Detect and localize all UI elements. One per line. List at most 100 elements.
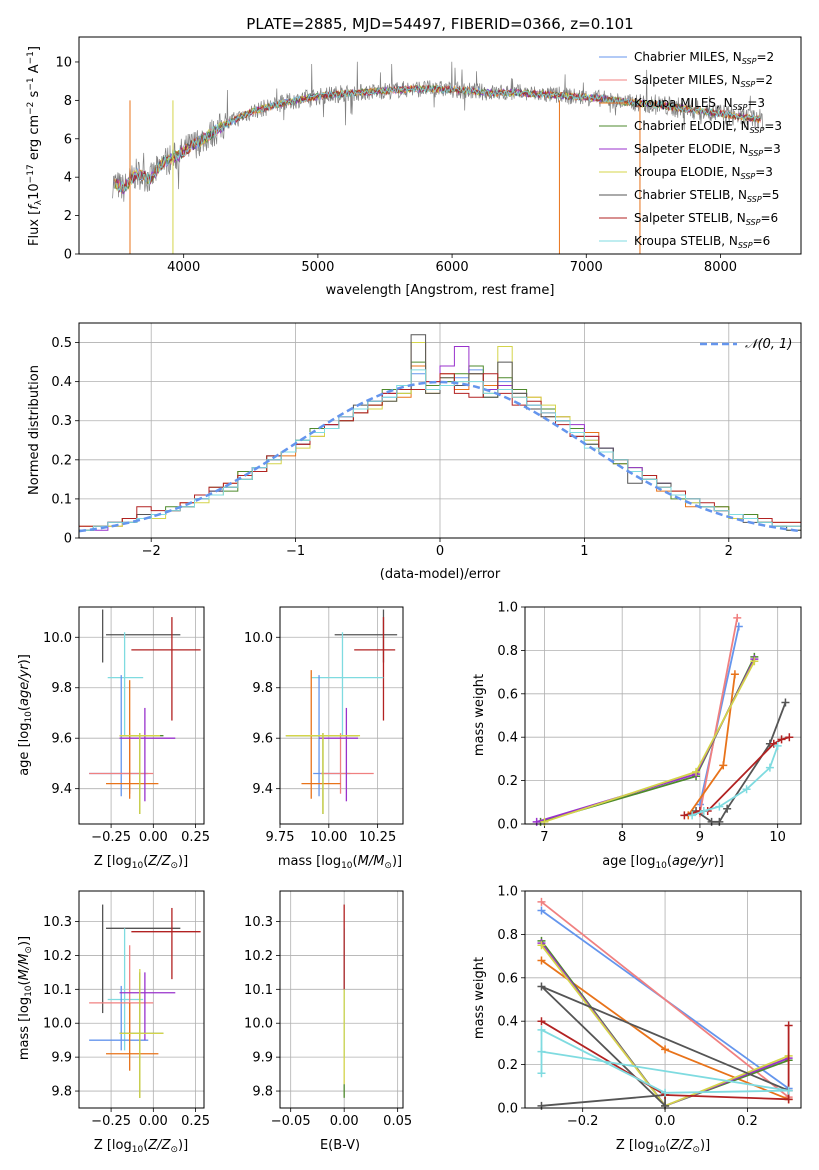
x-tick-label: −0.25	[91, 1114, 131, 1129]
weight-series-marker	[537, 956, 546, 965]
weight-series-line	[544, 660, 756, 823]
axes-frame	[524, 890, 802, 1109]
x-tick-label: 0.25	[181, 1114, 210, 1129]
x-tick-label: 7000	[570, 260, 603, 275]
y-tick-label: 0.0	[497, 1102, 518, 1117]
spectrum-panel: 4000 5000 6000 7000 8000 0 2 4 6 8 10	[55, 36, 802, 275]
x-tick-label: 0.05	[383, 1114, 412, 1129]
residuals-ylabel: Normed distribution	[27, 365, 42, 495]
x-tick-label: 9.75	[266, 830, 295, 845]
y-tick-label: 0.6	[497, 971, 518, 986]
y-tick-label: 9.8	[51, 681, 72, 696]
figure-title: PLATE=2885, MJD=54497, FIBERID=0366, z=0…	[246, 15, 633, 33]
axes-frame	[279, 890, 404, 1109]
weight-series-marker	[723, 804, 732, 813]
axes-frame	[78, 322, 802, 539]
y-tick-label: 9.4	[51, 782, 72, 797]
weight-series-marker	[781, 698, 790, 707]
spectrum-legend: Chabrier MILES, NSSP=2 Salpeter MILES, NS…	[599, 50, 782, 250]
legend-label: Chabrier ELODIE, NSSP=3	[634, 119, 782, 135]
age-vs-mass-xlabel: mass [log10(M/M⊙)]	[278, 854, 402, 871]
weight-series-marker	[715, 817, 724, 826]
weight-series-marker	[680, 811, 689, 820]
y-tick-label: 0.8	[497, 928, 518, 943]
weight-series-line	[541, 1020, 790, 1101]
x-tick-label: −0.05	[271, 1114, 311, 1129]
weight-series-marker	[785, 733, 794, 742]
weight-series-marker	[699, 806, 708, 815]
weight-series-marker	[537, 1047, 546, 1056]
y-tick-label: 10.0	[43, 1017, 72, 1032]
weight-series-marker	[750, 657, 759, 666]
legend-label: Salpeter STELIB, NSSP=6	[634, 211, 778, 227]
spectrum-xlabel: wavelength [Angstrom, rest frame]	[326, 283, 555, 298]
weight-series-marker	[537, 941, 546, 950]
x-tick-label: 8000	[704, 260, 737, 275]
legend-label: Kroupa STELIB, NSSP=6	[634, 234, 770, 250]
y-tick-label: 9.9	[51, 1051, 72, 1066]
weight-vs-age-panel: 7 8 9 10 0.0 0.2 0.4 0.6 0.8 1.0	[497, 601, 802, 845]
y-tick-label: 1.0	[497, 885, 518, 900]
legend-label: 𝒩(0, 1)	[745, 337, 792, 352]
y-tick-label: 0.6	[497, 687, 518, 702]
weight-series-marker	[688, 811, 697, 820]
mass-vs-z-xlabel: Z [log10(Z/Z⊙)]	[94, 1138, 188, 1155]
y-tick-label: 0.4	[51, 375, 72, 390]
x-tick-label: −1	[286, 544, 305, 559]
legend-label: Kroupa MILES, NSSP=3	[634, 96, 765, 112]
axes-frame	[279, 606, 404, 825]
weight-series-line	[540, 901, 790, 1098]
weight-vs-z-xlabel: Z [log10(Z/Z⊙)]	[616, 1138, 710, 1155]
weight-series-marker	[537, 1025, 546, 1034]
age-vs-z-xlabel: Z [log10(Z/Z⊙)]	[94, 854, 188, 871]
weight-series-marker	[784, 1021, 793, 1030]
legend-label: Salpeter ELODIE, NSSP=3	[634, 142, 781, 158]
weight-series-marker	[661, 1045, 670, 1054]
x-tick-label: −2	[142, 544, 161, 559]
axes-frame	[78, 606, 205, 825]
y-tick-label: 9.8	[252, 681, 273, 696]
x-tick-label: 0.00	[139, 1114, 168, 1129]
x-tick-label: 0.00	[330, 1114, 359, 1129]
y-tick-label: 10.2	[244, 949, 273, 964]
y-tick-label: 10.0	[43, 631, 72, 646]
y-tick-label: 0.5	[51, 336, 72, 351]
weight-series-marker	[784, 1095, 793, 1104]
x-tick-label: 4000	[167, 260, 200, 275]
y-tick-label: 0.4	[497, 1015, 518, 1030]
x-tick-label: 6000	[436, 260, 469, 275]
x-tick-label: −0.25	[91, 830, 131, 845]
weight-series-marker	[537, 1017, 546, 1026]
y-tick-label: 10.3	[244, 915, 273, 930]
y-tick-label: 0.8	[497, 644, 518, 659]
gaussian-curve	[78, 380, 802, 533]
y-tick-label: 9.9	[252, 1051, 273, 1066]
y-tick-label: 6	[64, 132, 72, 147]
weight-series-marker	[730, 670, 739, 679]
x-tick-label: 9	[696, 830, 704, 845]
residuals-panel: −2 −1 0 1 2 0 0.1 0.2 0.3 0.4 0.5 𝒩(0, 1)	[51, 322, 802, 559]
y-tick-label: 9.6	[51, 732, 72, 747]
y-tick-label: 0	[64, 532, 72, 547]
legend-label: Chabrier MILES, NSSP=2	[634, 50, 774, 66]
x-tick-label: 10	[769, 830, 786, 845]
age-vs-mass-panel: 9.75 10.00 10.25 9.4 9.6 9.8 10.0	[244, 606, 404, 845]
weight-series-marker	[733, 613, 742, 622]
weight-series-marker	[784, 1086, 793, 1095]
y-tick-label: 1.0	[497, 601, 518, 616]
weight-vs-z-ylabel: mass weight	[472, 957, 487, 1039]
mass-vs-ebv-xlabel: E(B-V)	[320, 1138, 360, 1153]
y-tick-label: 0.2	[497, 1058, 518, 1073]
legend-label: Chabrier STELIB, NSSP=5	[634, 188, 779, 204]
residuals-xlabel: (data-model)/error	[380, 567, 501, 582]
y-tick-label: 0.1	[51, 492, 72, 507]
weight-vs-z-panel: −0.2 0.0 0.2 0.0 0.2 0.4 0.6 0.8 1.0	[497, 885, 802, 1129]
axes-frame	[78, 36, 802, 255]
spectrum-lines	[112, 61, 764, 254]
y-tick-label: 4	[64, 171, 72, 186]
y-tick-label: 9.8	[252, 1085, 273, 1100]
y-tick-label: 10.3	[43, 915, 72, 930]
y-tick-label: 0	[64, 248, 72, 263]
y-tick-label: 10.2	[43, 949, 72, 964]
